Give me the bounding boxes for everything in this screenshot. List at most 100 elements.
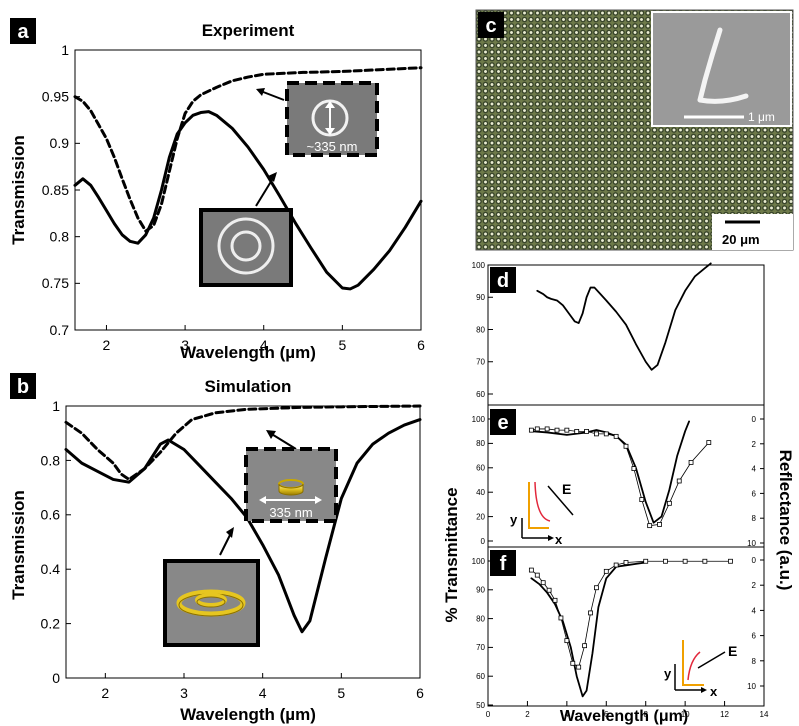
inset-e-e-field-arrow (547, 485, 574, 516)
xtick-label-f: 12 (720, 710, 729, 719)
ytick-label-e: 60 (476, 464, 485, 473)
panel-e-letter: e (497, 412, 508, 434)
data-point-e-1 (534, 426, 540, 432)
reflectance-ylabel: Reflectance (a.u.) (776, 450, 795, 591)
xtick-label-a: 2 (103, 337, 111, 353)
data-point-f-1 (564, 638, 570, 644)
ytick-label-e: 0 (481, 537, 486, 546)
width-arrowhead-right (315, 496, 322, 504)
sem-inset-scale-label: 1 μm (748, 110, 775, 124)
inset-b-top-arrow (269, 432, 297, 450)
ytick-label-a: 1 (61, 42, 69, 58)
y2tick-label-f: 8 (752, 657, 757, 666)
ytick-label-b: 1 (52, 398, 60, 414)
data-point-f-1 (588, 610, 593, 616)
panel-f-label-box (490, 550, 516, 576)
inset-f-E-label: E (728, 643, 737, 659)
panel-a-ylabel: Transmission (9, 135, 28, 245)
data-point-e-1 (639, 497, 645, 503)
inset-a-bottom-arrow (255, 174, 276, 207)
y2tick-label-f: 6 (752, 632, 757, 641)
ytick-label-e: 40 (476, 488, 485, 497)
panel-b-axes-frame (65, 405, 421, 679)
y2tick-label-e: 10 (747, 539, 756, 548)
xtick-label-b: 2 (101, 685, 109, 701)
panel-a-title: Experiment (202, 21, 295, 40)
data-point-e-1 (666, 500, 672, 506)
data-point-f-1 (558, 615, 564, 621)
panel-d-label-box (490, 267, 516, 293)
single-ring-3d-body (278, 483, 304, 496)
y2tick-label-e: 6 (752, 489, 757, 498)
data-point-f-1 (613, 562, 619, 568)
y2tick-label-e: 2 (752, 440, 757, 449)
data-point-e-1 (613, 433, 619, 439)
data-point-f-1 (546, 587, 552, 593)
inset-a-single-ring-image (285, 81, 379, 157)
panel-c: c 1 μm 20 μm (475, 9, 794, 251)
inset-f-x-label: x (710, 684, 718, 699)
inset-e-x-label: x (555, 532, 563, 547)
data-point-e-1 (647, 523, 653, 529)
ytick-label-f: 90 (476, 586, 485, 595)
data-point-f-1 (623, 560, 629, 565)
data-point-e-1 (528, 427, 534, 433)
main-scale-label: 20 μm (722, 232, 760, 247)
panel-b-xlabel: Wavelength (µm) (180, 705, 316, 724)
ytick-label-a: 0.9 (50, 135, 70, 151)
y2tick-label-f: 2 (752, 581, 757, 590)
xtick-label-b: 6 (416, 685, 424, 701)
data-point-e-1 (603, 431, 609, 437)
data-point-e-1 (584, 428, 589, 434)
series-line-a-1-dashed (73, 66, 423, 233)
xtick-label-a: 5 (338, 337, 346, 353)
outer-ring-shape (217, 217, 275, 275)
inset-a-size-label: ~335 nm (307, 139, 358, 154)
diameter-arrowhead-bottom (325, 128, 335, 135)
panel-d-letter: d (497, 270, 509, 292)
ytick-label-b: 0.8 (41, 452, 61, 468)
ytick-label-a: 0.95 (42, 89, 69, 105)
data-point-f-1 (552, 597, 558, 603)
panel-b-letter: b (17, 376, 29, 398)
xtick-label-f: 14 (760, 710, 769, 719)
ytick-label-a: 0.75 (42, 275, 69, 291)
inset-e-x-arrowhead (548, 535, 554, 541)
data-point-f-1 (603, 568, 609, 574)
ytick-label-d: 70 (476, 358, 485, 367)
xtick-label-f: 8 (643, 710, 648, 719)
inset-b-bottom-arrowhead (226, 527, 234, 538)
inset-f-l-shape-orange (682, 640, 704, 686)
ytick-label-e: 100 (472, 415, 486, 424)
main-scale-box (712, 214, 793, 250)
ytick-label-b: 0 (52, 670, 60, 686)
ytick-label-f: 80 (476, 614, 485, 623)
inset-b-top-arrowhead (266, 430, 276, 439)
xtick-label-a: 3 (181, 337, 189, 353)
data-point-e-1 (564, 427, 570, 433)
panel-c-frame (475, 9, 794, 251)
data-point-f-1 (534, 572, 540, 578)
data-point-f-1 (540, 580, 546, 586)
ytick-label-f: 100 (472, 557, 486, 566)
ytick-label-d: 90 (476, 293, 485, 302)
ytick-label-a: 0.8 (50, 229, 70, 245)
ytick-label-f: 50 (476, 701, 485, 710)
ytick-label-e: 20 (476, 512, 485, 521)
inset-f-y-label: y (664, 666, 672, 681)
sem-l-shape-vertical (697, 27, 723, 103)
series-line-f-0-solid (530, 561, 647, 698)
polarization-inset-f: y x E (664, 640, 737, 699)
ytick-label-e: 80 (476, 439, 485, 448)
data-point-f-1 (663, 558, 668, 564)
series-line-e-0-solid (530, 420, 690, 524)
data-point-e-1 (554, 427, 560, 433)
xtick-label-a: 4 (260, 337, 268, 353)
data-point-e-1 (574, 428, 580, 434)
inset-e-E-label: E (562, 481, 571, 497)
inner-ring-shape (230, 230, 262, 262)
panel-b-label-box (10, 373, 36, 399)
xtick-label-a: 6 (417, 337, 425, 353)
transmittance-ylabel: % Transmittance (442, 487, 461, 622)
